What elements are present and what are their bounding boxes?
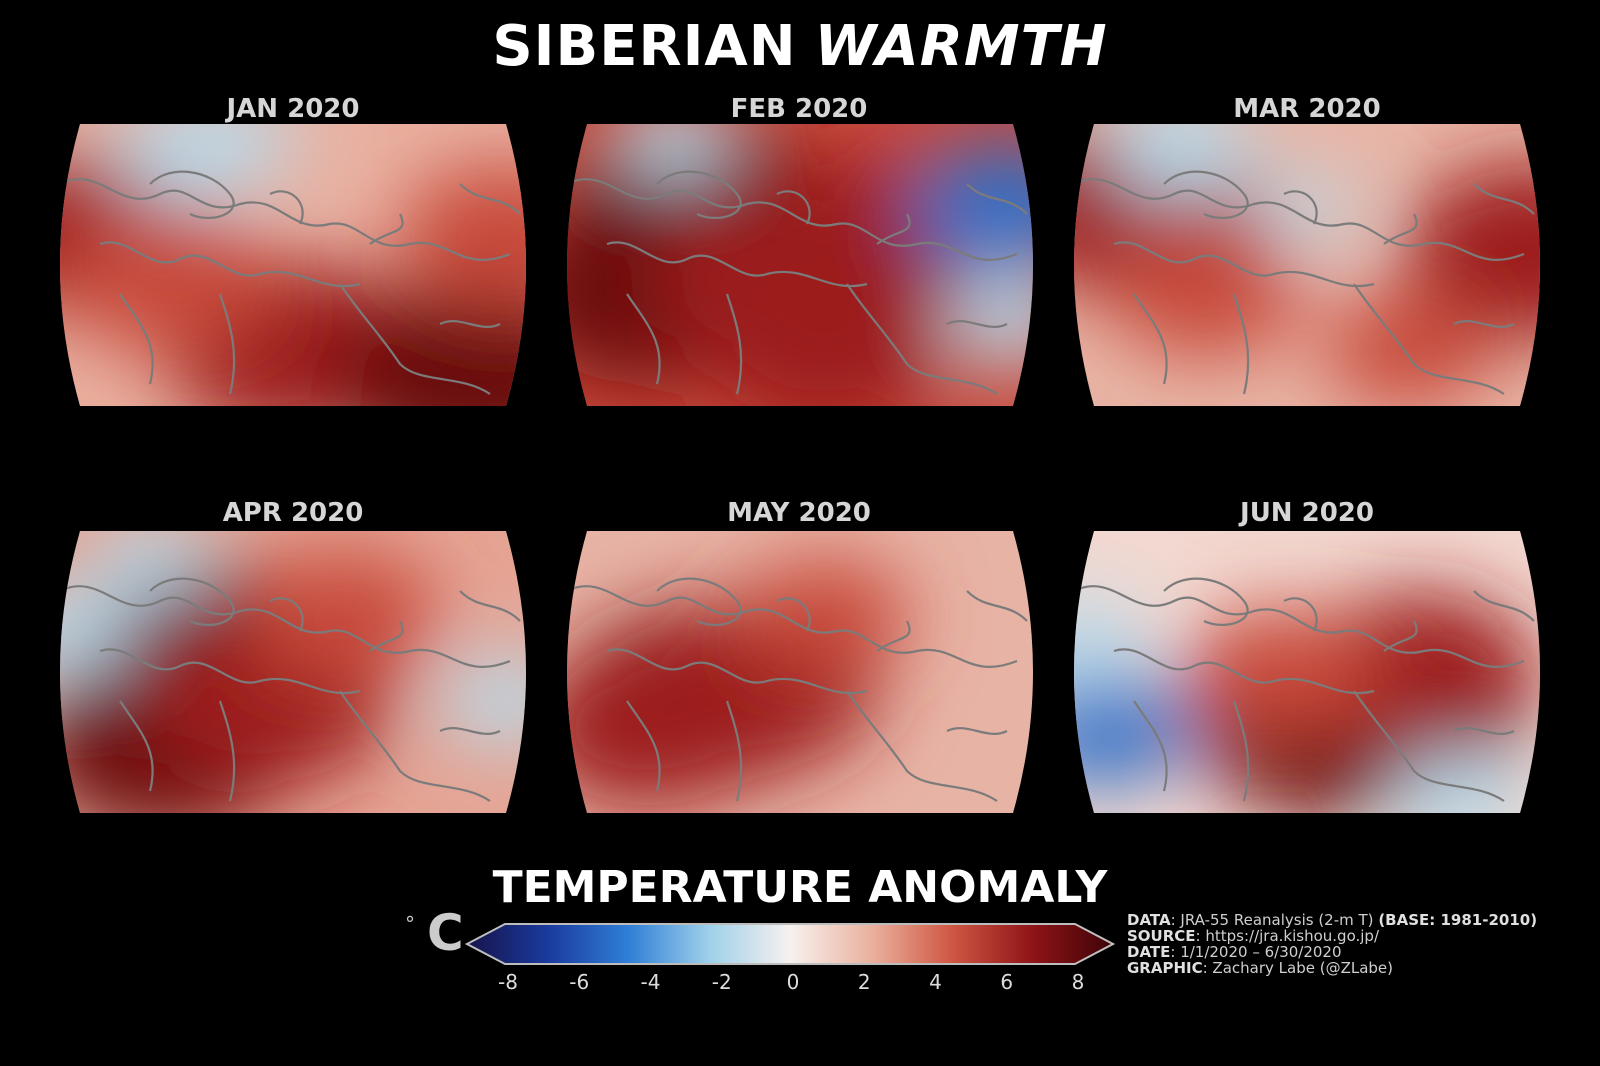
colorbar xyxy=(465,923,1115,965)
warm-anomaly-region xyxy=(567,648,767,809)
panel-label-jan: JAN 2020 xyxy=(226,94,360,124)
coastlines xyxy=(60,577,521,802)
panel-label-mar: MAR 2020 xyxy=(1233,94,1381,124)
colorbar-tick: 4 xyxy=(929,970,942,994)
credit-graphic-label: GRAPHIC xyxy=(1127,959,1203,977)
credit-date-label: DATE xyxy=(1127,943,1171,961)
legend-title: TEMPERATURE ANOMALY xyxy=(492,862,1108,913)
cool-anomaly-region xyxy=(947,276,1033,367)
coastlines xyxy=(567,577,1028,802)
map-panel-apr xyxy=(60,531,526,813)
colorbar-tick: 2 xyxy=(857,970,871,994)
warm-anomaly-region xyxy=(247,550,440,681)
credit-source-value: : https://jra.kishou.go.jp/ xyxy=(1195,927,1380,945)
map-panel-feb xyxy=(567,124,1033,406)
colorbar-tick: -2 xyxy=(711,970,732,994)
panel-label-jun: JUN 2020 xyxy=(1240,498,1374,528)
unit-degree: ° xyxy=(405,912,415,936)
cool-anomaly-region xyxy=(1074,671,1188,786)
page-title: SIBERIAN WARMTH xyxy=(0,14,1600,79)
title-word-warmth: WARMTH xyxy=(814,14,1108,79)
cool-anomaly-region xyxy=(1106,124,1255,198)
cool-anomaly-region xyxy=(1074,598,1145,689)
credit-date-value: : 1/1/2020 – 6/30/2020 xyxy=(1170,943,1342,961)
warm-anomaly-region xyxy=(1405,163,1540,339)
credits-block: DATA: JRA-55 Reanalysis (2-m T) (BASE: 1… xyxy=(1127,912,1597,976)
warm-anomaly-region xyxy=(740,558,911,674)
panel-label-apr: APR 2020 xyxy=(222,498,364,528)
cool-anomaly-region xyxy=(440,655,526,746)
warm-anomaly-region xyxy=(335,282,526,406)
colorbar-tick: 8 xyxy=(1071,970,1085,994)
coastlines xyxy=(567,170,1028,395)
unit-label: ° C xyxy=(405,904,470,962)
colorbar-bar xyxy=(465,923,1115,965)
title-word-siberian: SIBERIAN xyxy=(492,14,797,79)
map-panel-may xyxy=(567,531,1033,813)
credit-source-label: SOURCE xyxy=(1127,927,1196,945)
colorbar-tick: 6 xyxy=(1000,970,1014,994)
credit-data: DATA: JRA-55 Reanalysis (2-m T) (BASE: 1… xyxy=(1127,912,1597,928)
colorbar-tick: 0 xyxy=(786,970,800,994)
panel-label-may: MAY 2020 xyxy=(727,498,871,528)
credit-graphic-value: : Zachary Labe (@ZLabe) xyxy=(1202,959,1394,977)
cool-anomaly-region xyxy=(60,584,131,675)
coastlines xyxy=(1074,170,1535,395)
credit-base: (BASE: 1981-2010) xyxy=(1378,911,1538,929)
colorbar-tick: -6 xyxy=(569,970,590,994)
credit-data-value: : JRA-55 Reanalysis (2-m T) xyxy=(1170,911,1374,929)
panel-label-feb: FEB 2020 xyxy=(730,94,868,124)
credit-data-label: DATA xyxy=(1127,911,1171,929)
coastlines xyxy=(60,170,521,395)
warm-anomaly-region xyxy=(60,206,274,352)
warm-anomaly-region xyxy=(398,164,526,310)
warm-anomaly-region xyxy=(707,269,944,406)
warm-anomaly-region xyxy=(1185,607,1378,737)
map-panel-mar xyxy=(1074,124,1540,406)
cool-anomaly-region xyxy=(910,145,1033,272)
colorbar-tick: -8 xyxy=(498,970,518,994)
cool-anomaly-region xyxy=(617,124,730,178)
colorbar-tick: -4 xyxy=(640,970,661,994)
map-panel-jun xyxy=(1074,531,1540,813)
credit-graphic: GRAPHIC: Zachary Labe (@ZLabe) xyxy=(1127,960,1597,976)
warm-anomaly-region xyxy=(1323,292,1494,406)
cool-anomaly-region xyxy=(186,124,299,178)
map-panel-jan xyxy=(60,124,526,406)
credit-source: SOURCE: https://jra.kishou.go.jp/ xyxy=(1127,928,1597,944)
coastlines xyxy=(1074,577,1535,802)
warm-anomaly-region xyxy=(1109,228,1302,359)
credit-date: DATE: 1/1/2020 – 6/30/2020 xyxy=(1127,944,1597,960)
cool-anomaly-region xyxy=(1260,175,1354,242)
unit-letter: C xyxy=(427,904,464,962)
cool-anomaly-region xyxy=(1393,753,1524,813)
